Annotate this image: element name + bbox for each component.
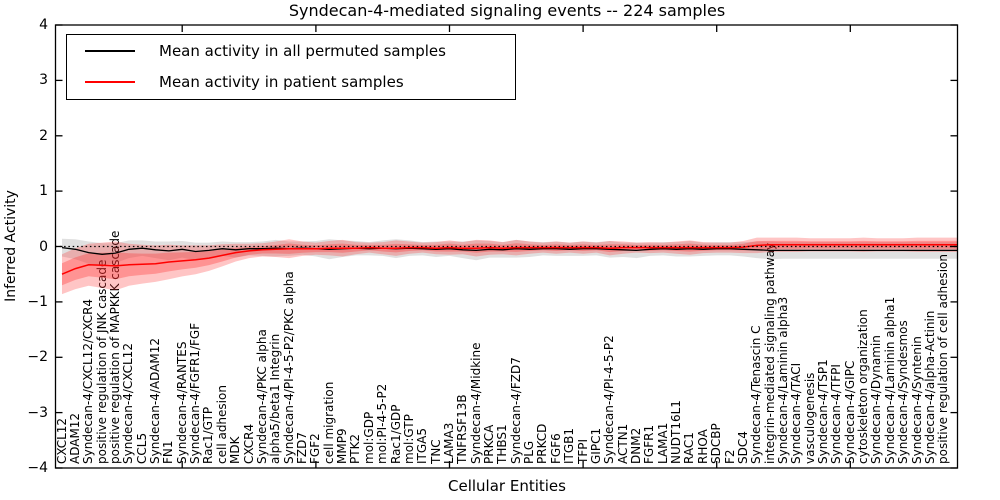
x-category-label: cytoskeleton organization bbox=[856, 309, 871, 464]
x-category-label: TFPI bbox=[575, 438, 590, 464]
x-category-label: Syndecan-4/Laminin alpha1 bbox=[882, 296, 897, 464]
y-tick-label: −3 bbox=[27, 404, 48, 421]
x-category-label: integrin-mediated signaling pathway bbox=[762, 242, 777, 464]
x-category-label: ADAM12 bbox=[67, 412, 82, 464]
y-tick-label: 4 bbox=[39, 17, 48, 33]
x-category-label: RHOA bbox=[695, 429, 710, 464]
x-category-label: PRKCD bbox=[535, 423, 550, 464]
legend-label-patient: Mean activity in patient samples bbox=[159, 72, 404, 91]
y-tick-label: 3 bbox=[39, 72, 48, 89]
x-category-label: Syndecan-4/PKC alpha bbox=[254, 329, 269, 464]
x-category-label: NUDT16L1 bbox=[669, 400, 684, 464]
x-category-label: positive regulation of JNK cascade bbox=[94, 259, 109, 464]
x-category-label: RAC1 bbox=[682, 432, 697, 464]
x-category-label: MMP9 bbox=[335, 428, 350, 464]
x-category-label: positive regulation of MAPKKK cascade bbox=[107, 230, 122, 464]
x-category-label: Syndecan-4/alpha-Actinin bbox=[922, 310, 937, 464]
x-category-label: Syndecan-4/FGFR1/FGF bbox=[188, 322, 203, 464]
x-category-label: FGF2 bbox=[308, 433, 323, 464]
x-category-label: CCL5 bbox=[134, 432, 149, 464]
x-category-label: Syndecan-4/TFPI bbox=[829, 364, 844, 464]
y-tick-label: −4 bbox=[27, 460, 48, 476]
x-category-label: Syndecan-4/CXCL12/CXCR4 bbox=[81, 298, 96, 464]
x-category-label: PTK2 bbox=[348, 433, 363, 464]
permuted-line-swatch bbox=[85, 49, 135, 52]
x-category-label: FZD7 bbox=[294, 432, 309, 464]
x-category-label: CXCR4 bbox=[241, 423, 256, 464]
x-category-label: Rac1/GDP bbox=[388, 404, 403, 464]
x-category-label: Syndecan-4/RANTES bbox=[174, 341, 189, 464]
x-category-label: positive regulation of cell adhesion bbox=[936, 254, 951, 464]
y-tick-label: 0 bbox=[39, 238, 48, 255]
x-category-label: Syndecan-4/TACI bbox=[789, 362, 804, 464]
x-category-label: ITGB1 bbox=[562, 427, 577, 464]
x-category-label: TNC bbox=[428, 439, 443, 464]
x-category-label: FN1 bbox=[161, 440, 176, 464]
x-category-label: Syndecan-4/Midkine bbox=[468, 342, 483, 464]
legend-item-permuted: Mean activity in all permuted samples bbox=[67, 35, 515, 66]
x-category-label: FGFR1 bbox=[642, 424, 657, 464]
x-category-label: THBS1 bbox=[495, 424, 510, 464]
x-category-label: GIPC1 bbox=[588, 427, 603, 464]
x-category-label: LAMA1 bbox=[655, 422, 670, 464]
x-category-label: ITGA5 bbox=[415, 427, 430, 464]
y-tick-label: −2 bbox=[27, 349, 48, 366]
x-category-label: SDC4 bbox=[735, 431, 750, 464]
legend-label-permuted: Mean activity in all permuted samples bbox=[159, 41, 446, 60]
x-category-label: CXCL12 bbox=[54, 417, 69, 464]
x-category-label: Syndecan-4/Syndesmos bbox=[896, 320, 911, 464]
x-category-label: FGF6 bbox=[548, 433, 563, 464]
x-category-label: Syndecan-4/CXCL12 bbox=[121, 343, 136, 464]
x-category-label: cell adhesion bbox=[214, 385, 229, 464]
x-category-label: TNFRSF13B bbox=[455, 394, 470, 464]
x-category-label: Syndecan-4/PI-4-5-P2 bbox=[602, 335, 617, 464]
x-category-label: Syndecan-4/PI-4-5-P2/PKC alpha bbox=[281, 271, 296, 464]
x-category-label: mol:PI-4-5-P2 bbox=[375, 383, 390, 464]
x-category-label: Syndecan-4/FZD7 bbox=[508, 357, 523, 464]
x-category-label: mol:GTP bbox=[401, 414, 416, 464]
x-category-label: mol:GDP bbox=[361, 411, 376, 464]
x-category-label: alpha5/beta1 Integrin bbox=[268, 333, 283, 464]
x-category-label: PRKCA bbox=[482, 424, 497, 464]
x-category-label: Syndecan-4/Laminin alpha3 bbox=[775, 296, 790, 464]
x-category-label: Rac1/GTP bbox=[201, 406, 216, 464]
x-category-label: F2 bbox=[722, 449, 737, 464]
legend: Mean activity in all permuted samples Me… bbox=[66, 34, 516, 100]
x-category-label: Syndecan-4/Tenascin C bbox=[749, 325, 764, 464]
x-category-label: LAMA3 bbox=[441, 422, 456, 464]
chart-title: Syndecan-4-mediated signaling events -- … bbox=[288, 1, 726, 20]
y-tick-label: 1 bbox=[39, 183, 48, 200]
x-category-label: Syndecan-4/GIPC bbox=[842, 360, 857, 464]
x-category-label: cell migration bbox=[321, 381, 336, 464]
x-axis-label: Cellular Entities bbox=[448, 477, 566, 495]
x-category-label: PLG bbox=[522, 440, 537, 464]
legend-item-patient: Mean activity in patient samples bbox=[67, 66, 515, 97]
x-category-label: Syndecan-4/TSP1 bbox=[816, 359, 831, 464]
x-category-label: Syndecan-4/Syntenin bbox=[909, 336, 924, 464]
y-tick-label: −1 bbox=[27, 293, 48, 310]
x-category-label: vasculogenesis bbox=[802, 372, 817, 464]
x-category-label: ACTN1 bbox=[615, 423, 630, 464]
x-category-label: MDK bbox=[228, 436, 243, 464]
x-category-label: Syndecan-4/Dynamin bbox=[869, 335, 884, 464]
x-category-label: SDCBP bbox=[709, 423, 724, 464]
x-category-label: Syndecan-4/ADAM12 bbox=[148, 338, 163, 464]
y-tick-label: 2 bbox=[39, 127, 48, 144]
patient-line-swatch bbox=[85, 80, 135, 83]
x-category-label: DNM2 bbox=[629, 427, 643, 464]
